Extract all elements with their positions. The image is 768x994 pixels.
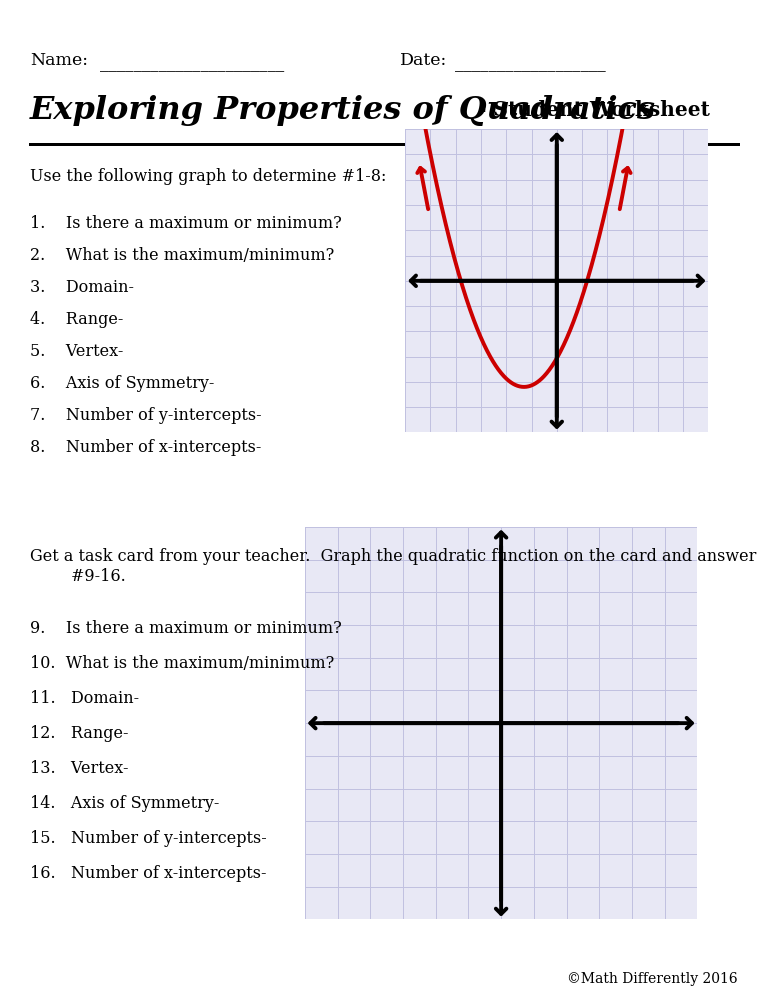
Text: ______________________: ______________________	[100, 55, 284, 72]
Text: #9-16.: #9-16.	[30, 568, 126, 585]
Text: 3.    Domain-: 3. Domain-	[30, 279, 134, 296]
Text: 10.  What is the maximum/minimum?: 10. What is the maximum/minimum?	[30, 655, 334, 672]
Text: Name:: Name:	[30, 52, 88, 69]
Text: 9.    Is there a maximum or minimum?: 9. Is there a maximum or minimum?	[30, 620, 342, 637]
Text: 8.    Number of x-intercepts-: 8. Number of x-intercepts-	[30, 439, 261, 456]
Text: 14.   Axis of Symmetry-: 14. Axis of Symmetry-	[30, 795, 220, 812]
Text: Date:: Date:	[400, 52, 447, 69]
Text: Use the following graph to determine #1-8:: Use the following graph to determine #1-…	[30, 168, 386, 185]
Text: 7.    Number of y-intercepts-: 7. Number of y-intercepts-	[30, 407, 262, 424]
Text: 6.    Axis of Symmetry-: 6. Axis of Symmetry-	[30, 375, 214, 392]
Text: 12.   Range-: 12. Range-	[30, 725, 128, 742]
Text: 4.    Range-: 4. Range-	[30, 311, 124, 328]
Text: ©Math Differently 2016: ©Math Differently 2016	[568, 972, 738, 986]
Text: 16.   Number of x-intercepts-: 16. Number of x-intercepts-	[30, 865, 266, 882]
Text: - Student Worksheet: - Student Worksheet	[478, 100, 710, 120]
Text: __________________: __________________	[455, 55, 606, 72]
Text: Exploring Properties of Quadratics: Exploring Properties of Quadratics	[30, 95, 656, 126]
Text: 2.    What is the maximum/minimum?: 2. What is the maximum/minimum?	[30, 247, 334, 264]
Text: 1.    Is there a maximum or minimum?: 1. Is there a maximum or minimum?	[30, 215, 342, 232]
Text: Get a task card from your teacher.  Graph the quadratic function on the card and: Get a task card from your teacher. Graph…	[30, 548, 756, 565]
Text: 11.   Domain-: 11. Domain-	[30, 690, 139, 707]
Text: 5.    Vertex-: 5. Vertex-	[30, 343, 124, 360]
Text: 15.   Number of y-intercepts-: 15. Number of y-intercepts-	[30, 830, 266, 847]
Text: 13.   Vertex-: 13. Vertex-	[30, 760, 128, 777]
